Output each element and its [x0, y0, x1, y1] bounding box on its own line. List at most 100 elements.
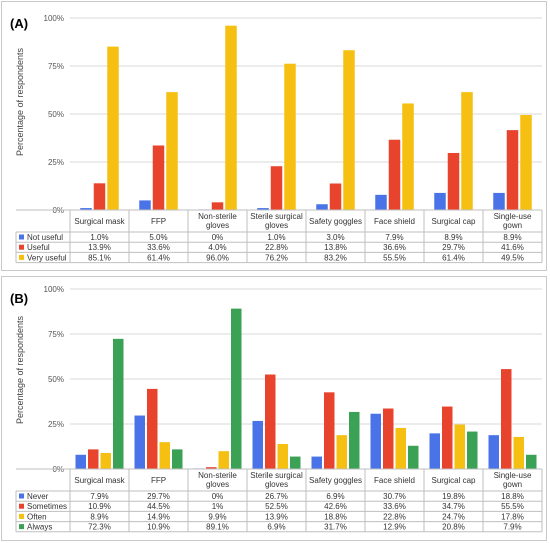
bar-useful — [447, 152, 460, 210]
bar-very-useful — [166, 92, 178, 210]
panel-label-b: (B) — [10, 291, 29, 306]
bar-very-useful — [225, 25, 237, 211]
data-label: 3.0% — [326, 233, 344, 242]
data-label: 72.3% — [88, 523, 111, 532]
bar-very-useful — [402, 103, 414, 210]
legend-entry: Never — [27, 492, 49, 501]
data-label: 1.0% — [90, 233, 108, 242]
bar-always — [172, 449, 183, 469]
bar-sometimes — [147, 388, 158, 469]
data-label: 17.8% — [501, 512, 524, 521]
chart-panel-a: (A) Percentage of respondents 0% 25% 50% 75… — [1, 1, 547, 271]
y-tick-label: 75% — [48, 330, 64, 339]
y-tick-label: 25% — [48, 158, 64, 167]
category-label: Non-sterile — [198, 212, 237, 221]
data-label: 83.2% — [324, 253, 347, 262]
data-label: 19.8% — [442, 492, 465, 501]
data-label: 29.7% — [147, 492, 170, 501]
legend-swatch — [19, 503, 24, 509]
bar-sometimes — [383, 408, 394, 469]
y-tick-label: 50% — [48, 375, 64, 384]
data-label: 26.7% — [265, 492, 288, 501]
bar-often — [454, 424, 465, 469]
y-tick-label: 25% — [48, 420, 64, 429]
bar-often — [395, 427, 406, 469]
category-label: Safety goggles — [309, 217, 362, 226]
bar-often — [277, 443, 288, 469]
bar-chart-a: 0% 25% 50% 75% 100% Surgical mask FFP Non-steri… — [15, 14, 543, 264]
data-label: 76.2% — [265, 253, 288, 262]
data-label: 52.5% — [265, 502, 288, 511]
category-label: FFP — [151, 217, 166, 226]
y-tick-label: 50% — [48, 110, 64, 119]
data-label: 33.6% — [147, 243, 170, 252]
bar-often — [100, 452, 111, 469]
legend-entry: Often — [27, 512, 47, 521]
y-tick-label: 100% — [44, 285, 64, 294]
legend-entry: Not useful — [27, 233, 63, 242]
bar-not-useful — [375, 194, 387, 210]
bar-never — [252, 420, 263, 469]
data-label: 55.5% — [383, 253, 406, 262]
bar-never — [370, 413, 381, 469]
legend-swatch — [19, 254, 24, 260]
data-label: 13.9% — [88, 243, 111, 252]
bar-never — [134, 415, 145, 469]
data-label: 13.9% — [265, 512, 288, 521]
bar-very-useful — [461, 92, 473, 210]
bar-always — [408, 445, 419, 469]
category-label: FFP — [151, 476, 166, 485]
legend-entry: Sometimes — [27, 502, 67, 511]
category-label: Safety goggles — [309, 476, 362, 485]
legend-entry: Very useful — [27, 253, 67, 262]
data-label: 8.9% — [503, 233, 521, 242]
data-label: 8.9% — [444, 233, 462, 242]
bar-useful — [329, 183, 342, 210]
data-label: 6.9% — [267, 523, 285, 532]
legend-swatch — [19, 234, 24, 240]
data-label: 10.9% — [88, 502, 111, 511]
category-label: Sterile surgical — [250, 212, 303, 221]
bar-always — [290, 456, 301, 469]
data-label: 22.8% — [265, 243, 288, 252]
bar-never — [75, 454, 86, 469]
data-label: 4.0% — [208, 243, 226, 252]
bar-useful — [388, 139, 401, 210]
panel-label-a: (A) — [10, 16, 29, 31]
bar-not-useful — [493, 192, 505, 210]
data-label: 8.9% — [90, 512, 108, 521]
data-label: 1% — [212, 502, 224, 511]
bar-never — [488, 435, 499, 469]
bar-always — [467, 431, 478, 469]
data-label: 1.0% — [267, 233, 285, 242]
bar-often — [513, 436, 524, 469]
y-tick-label: 100% — [44, 14, 64, 23]
bar-chart-b: 0% 25% 50% 75% 100% Surgical mask FFP Non-steri… — [15, 285, 543, 533]
data-label: 41.6% — [501, 243, 524, 252]
category-label: gloves — [206, 480, 229, 489]
category-label: Sterile surgical — [250, 471, 303, 480]
bar-always — [113, 338, 124, 469]
category-label: gown — [503, 221, 522, 230]
category-label: gown — [503, 480, 522, 489]
data-label: 24.7% — [442, 512, 465, 521]
data-label: 7.9% — [385, 233, 403, 242]
category-label: Surgical cap — [431, 476, 476, 485]
data-label: 49.5% — [501, 253, 524, 262]
category-label: Single-use — [494, 212, 532, 221]
data-label: 44.5% — [147, 502, 170, 511]
data-label: 0% — [212, 492, 224, 501]
data-label: 30.7% — [383, 492, 406, 501]
bar-not-useful — [139, 200, 151, 210]
category-label: Non-sterile — [198, 471, 237, 480]
bar-not-useful — [434, 192, 446, 210]
bar-useful — [211, 202, 224, 210]
bar-very-useful — [284, 63, 296, 210]
data-label: 13.8% — [324, 243, 347, 252]
legend-swatch — [19, 244, 24, 250]
bar-useful — [506, 130, 519, 210]
data-label: 18.8% — [324, 512, 347, 521]
chart-panel-b: (B) Percentage of respondents 0% 25% 50% 75… — [1, 276, 547, 541]
legend-swatch — [19, 524, 24, 530]
bar-always — [349, 411, 360, 469]
